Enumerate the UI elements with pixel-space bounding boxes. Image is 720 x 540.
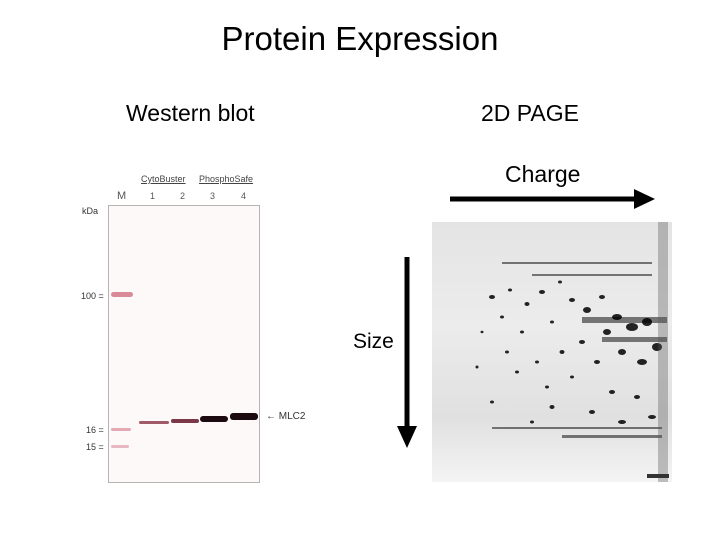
size-arrow-icon xyxy=(397,257,417,448)
size-label: Size xyxy=(353,330,394,353)
lane-4-label: 4 xyxy=(241,191,247,201)
mw-marker-15: 15 = xyxy=(86,442,104,452)
lane-3-label: 3 xyxy=(210,191,216,201)
kda-unit-label: kDa xyxy=(82,206,99,216)
western-blot-panel: CytoBuster PhosphoSafe M 1 2 3 4 kDa 100… xyxy=(80,160,320,490)
lane-group-phosphosafe: PhosphoSafe xyxy=(199,174,254,184)
lane-2-label: 2 xyxy=(180,191,186,201)
2d-gel-image xyxy=(432,222,672,482)
marker-band-100 xyxy=(111,292,133,297)
lane-group-cytobuster: CytoBuster xyxy=(141,174,186,184)
lane-1-band xyxy=(139,421,169,424)
marker-band-16 xyxy=(111,428,131,431)
slide-title: Protein Expression xyxy=(221,20,499,57)
lane-2-band xyxy=(171,419,199,423)
lane-4-band xyxy=(230,413,258,420)
marker-band-15 xyxy=(111,445,129,448)
band-label-mlc2: ← MLC2 xyxy=(266,411,306,422)
lane-1-label: 1 xyxy=(150,191,156,201)
charge-label: Charge xyxy=(505,161,581,187)
western-blot-heading: Western blot xyxy=(126,100,255,126)
lane-3-band xyxy=(200,416,228,422)
mw-marker-100: 100 = xyxy=(81,291,104,301)
2d-page-heading: 2D PAGE xyxy=(481,100,579,126)
charge-arrow-icon xyxy=(450,189,655,209)
marker-lane-label: M xyxy=(117,190,127,202)
mw-marker-16: 16 = xyxy=(86,425,104,435)
blot-membrane xyxy=(108,205,260,483)
